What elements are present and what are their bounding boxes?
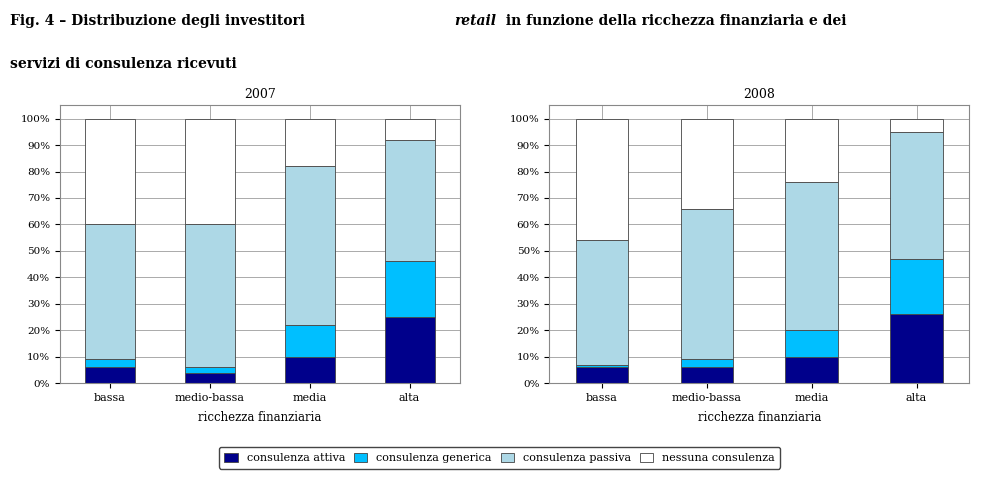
X-axis label: ricchezza finanziaria: ricchezza finanziaria [198,411,322,424]
Title: 2008: 2008 [743,89,775,102]
Bar [185,367,235,373]
Text: Fig. 4 – Distribuzione degli investitori: Fig. 4 – Distribuzione degli investitori [10,14,310,28]
Bar [285,119,335,166]
Bar [575,365,628,367]
Bar [680,359,733,367]
Title: 2007: 2007 [244,89,276,102]
Bar [285,357,335,383]
Bar [85,119,135,225]
Bar [890,259,943,314]
Text: retail: retail [455,14,497,28]
Bar [890,314,943,383]
Bar [285,325,335,357]
Bar [890,119,943,132]
Bar [890,132,943,259]
Bar [575,367,628,383]
Bar [680,367,733,383]
Bar [785,182,838,331]
Legend: consulenza attiva, consulenza generica, consulenza passiva, nessuna consulenza: consulenza attiva, consulenza generica, … [219,447,780,468]
Bar [785,119,838,182]
Bar [385,140,435,262]
Bar [575,240,628,365]
Text: servizi di consulenza ricevuti: servizi di consulenza ricevuti [10,57,237,71]
Bar [680,119,733,208]
Bar [85,367,135,383]
Bar [285,166,335,325]
Bar [85,359,135,367]
Bar [680,208,733,359]
Bar [575,119,628,240]
X-axis label: ricchezza finanziaria: ricchezza finanziaria [697,411,821,424]
Text: in funzione della ricchezza finanziaria e dei: in funzione della ricchezza finanziaria … [501,14,847,28]
Bar [785,357,838,383]
Bar [185,225,235,367]
Bar [85,225,135,359]
Bar [185,373,235,383]
Bar [385,262,435,317]
Bar [385,119,435,140]
Bar [185,119,235,225]
Bar [785,331,838,357]
Bar [385,317,435,383]
